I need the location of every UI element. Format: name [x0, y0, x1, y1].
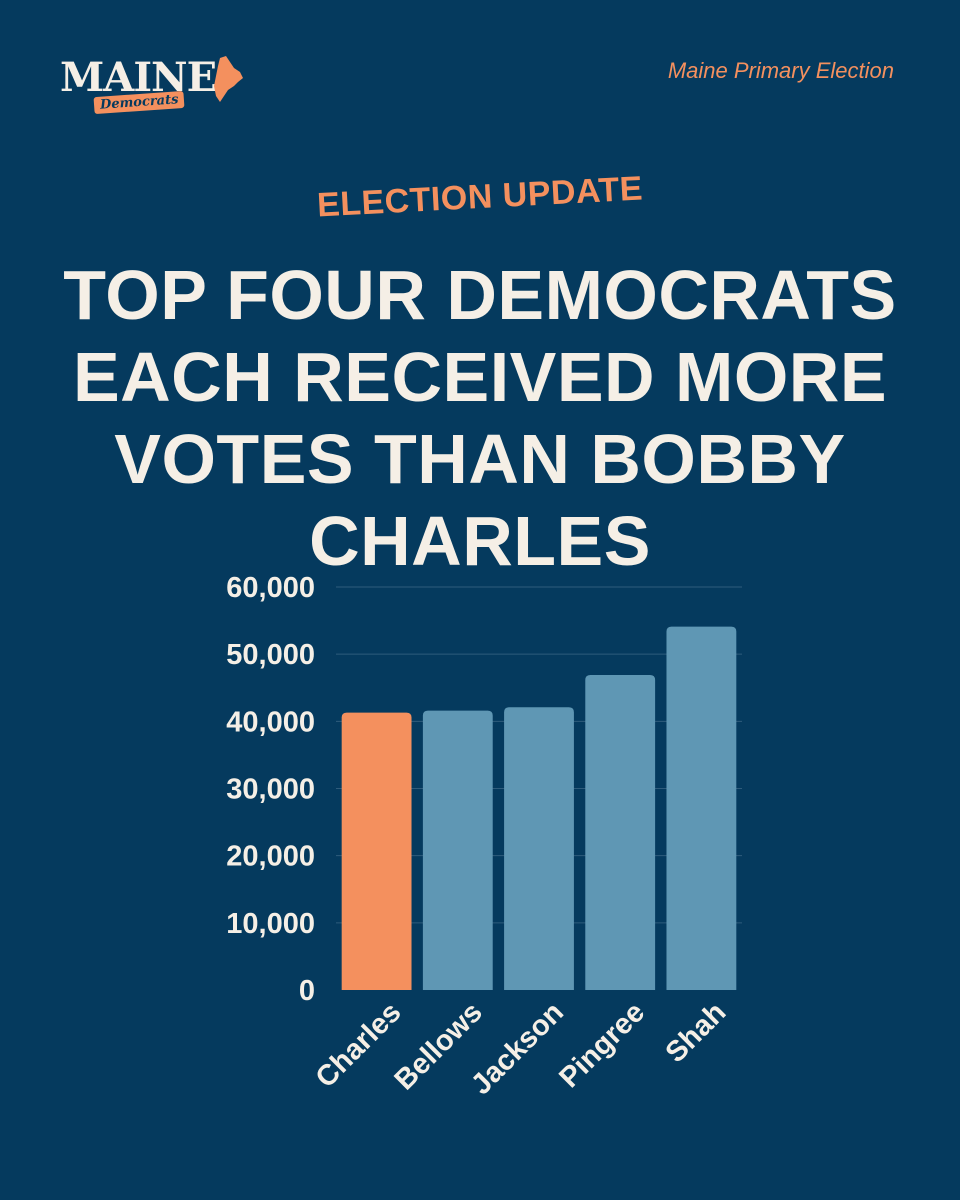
bar-pingree	[585, 674, 656, 990]
maine-democrats-logo: MAINE Democrats	[60, 56, 250, 116]
bar-bellows	[422, 710, 493, 990]
y-tick-label: 30,000	[226, 774, 315, 806]
y-tick-label: 10,000	[226, 908, 315, 940]
bar-jackson	[504, 707, 574, 990]
election-label: Maine Primary Election	[667, 58, 894, 83]
headline: TOP FOUR DEMOCRATS EACH RECEIVED MORE VO…	[63, 256, 897, 580]
x-category-label: Pingree	[553, 996, 651, 1094]
bar-shah	[666, 626, 737, 990]
y-tick-label: 50,000	[226, 639, 315, 671]
y-tick-label: 20,000	[226, 841, 315, 873]
y-tick-label: 60,000	[226, 572, 315, 604]
y-tick-label: 0	[299, 975, 315, 1007]
x-category-label: Shah	[660, 996, 733, 1069]
bar-charles	[341, 712, 412, 990]
logo-wordmark: MAINE	[60, 54, 217, 101]
y-tick-label: 40,000	[226, 706, 315, 738]
maine-state-icon	[214, 56, 243, 102]
x-category-label: Charles	[310, 996, 408, 1094]
